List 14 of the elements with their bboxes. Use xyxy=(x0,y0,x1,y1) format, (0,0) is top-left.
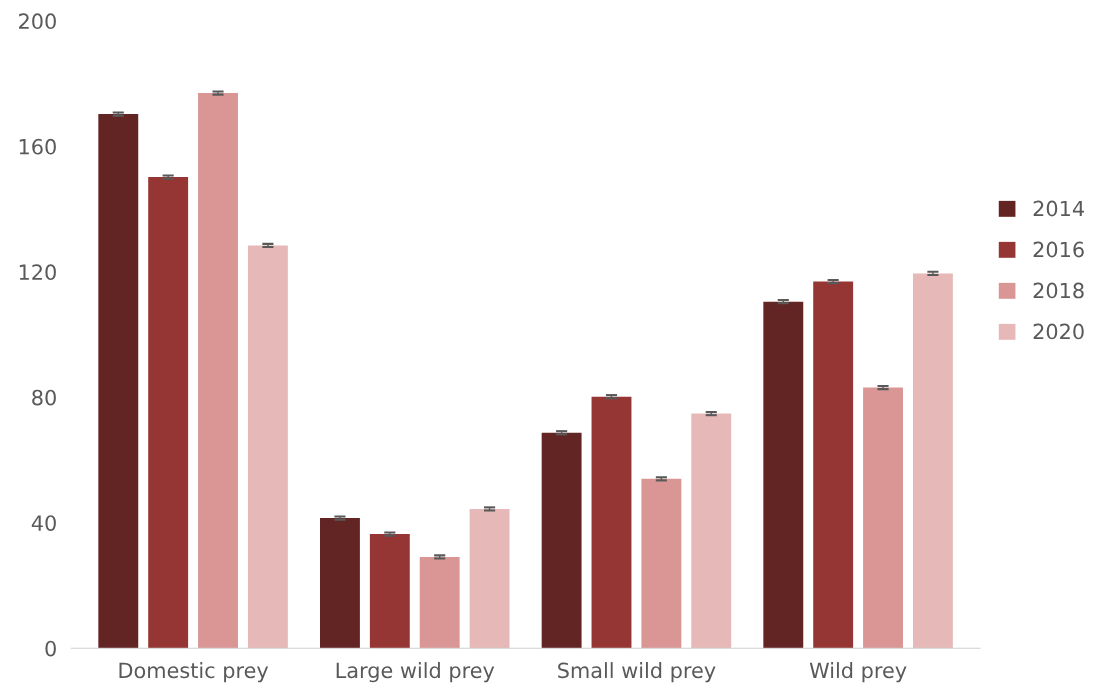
x-tick-label: Small wild prey xyxy=(558,662,716,683)
x-tick-label: Domestic prey xyxy=(119,662,269,683)
x-tick-label: Wild prey xyxy=(809,662,907,683)
y-tick-label: 120 xyxy=(19,264,56,281)
y-tick-label: 80 xyxy=(32,389,56,406)
legend-label: 2016 xyxy=(1033,241,1084,258)
y-tick-label: 160 xyxy=(19,138,56,155)
x-tick-label: Large wild prey xyxy=(336,662,495,683)
y-tick-label: 0 xyxy=(45,640,56,657)
legend-label: 2014 xyxy=(1033,200,1084,217)
y-tick-label: 200 xyxy=(19,13,56,30)
y-tick-label: 40 xyxy=(31,515,56,531)
legend-label: 2020 xyxy=(1033,323,1084,340)
legend-label: 2018 xyxy=(1033,282,1084,299)
